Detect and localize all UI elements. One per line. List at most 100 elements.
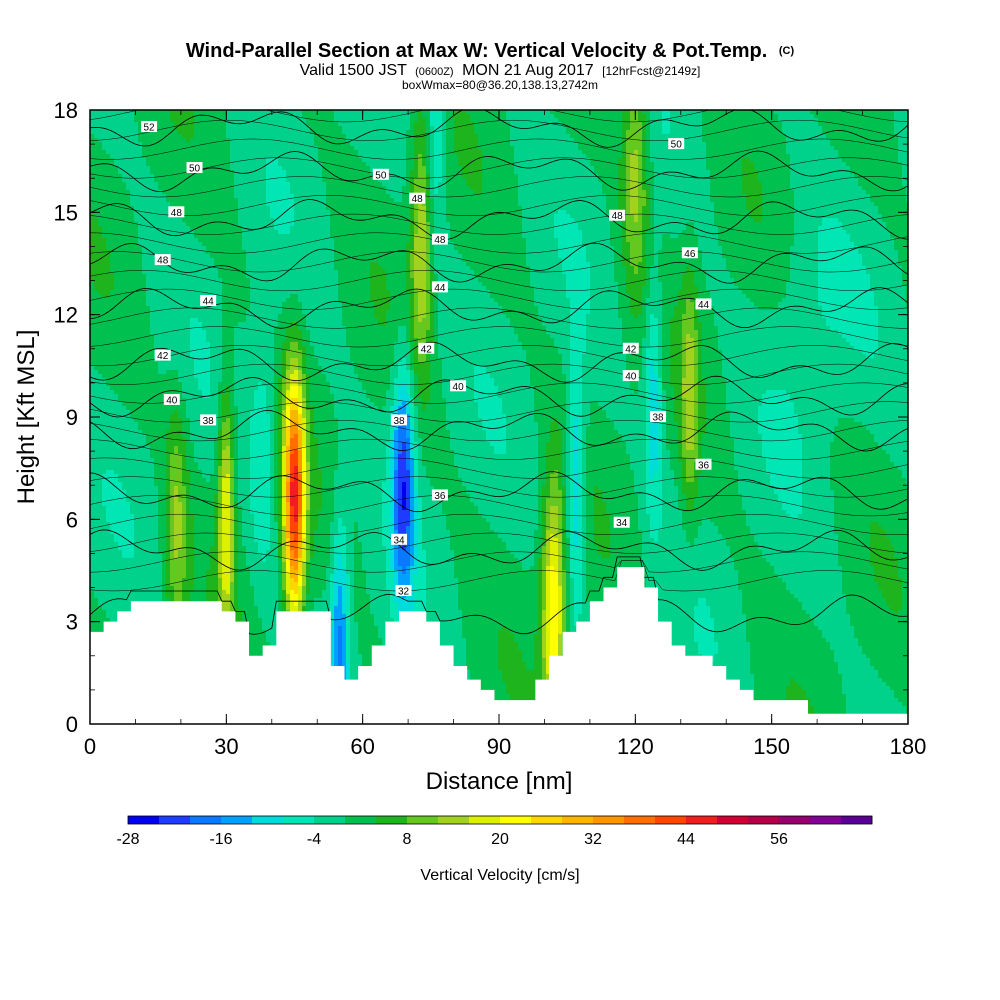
heatmap-cell — [102, 370, 107, 375]
heatmap-cell — [134, 150, 139, 155]
heatmap-cell — [206, 450, 211, 455]
heatmap-cell — [102, 230, 107, 235]
heatmap-cell — [150, 454, 155, 459]
heatmap-cell — [158, 370, 163, 375]
heatmap-cell — [94, 394, 99, 399]
heatmap-cell — [94, 170, 99, 175]
heatmap-cell — [210, 578, 215, 583]
heatmap-cell — [206, 170, 211, 175]
heatmap-cell — [110, 418, 115, 423]
heatmap-cell — [158, 522, 163, 527]
heatmap-cell — [186, 406, 191, 411]
heatmap-cell — [198, 186, 203, 191]
heatmap-cell — [142, 310, 147, 315]
heatmap-cell — [98, 130, 103, 135]
heatmap-cell — [166, 562, 171, 567]
heatmap-cell — [178, 162, 183, 167]
heatmap-cell — [110, 174, 115, 179]
heatmap-cell — [214, 306, 219, 311]
heatmap-cell — [154, 554, 159, 559]
heatmap-cell — [98, 230, 103, 235]
heatmap-cell — [190, 406, 195, 411]
heatmap-cell — [134, 526, 139, 531]
heatmap-cell — [114, 122, 119, 127]
heatmap-cell — [214, 178, 219, 183]
heatmap-cell — [186, 538, 191, 543]
heatmap-cell — [166, 162, 171, 167]
heatmap-cell — [138, 298, 143, 303]
heatmap-cell — [218, 294, 223, 299]
heatmap-cell — [162, 194, 167, 199]
heatmap-cell — [190, 206, 195, 211]
heatmap-cell — [150, 298, 155, 303]
heatmap-cell — [190, 286, 195, 291]
heatmap-cell — [174, 462, 179, 467]
heatmap-cell — [94, 494, 99, 499]
heatmap-cell — [150, 410, 155, 415]
heatmap-cell — [118, 226, 123, 231]
heatmap-cell — [202, 582, 207, 587]
heatmap-cell — [110, 394, 115, 399]
heatmap-cell — [122, 454, 127, 459]
heatmap-cell — [202, 566, 207, 571]
heatmap-cell — [118, 478, 123, 483]
heatmap-cell — [202, 386, 207, 391]
heatmap-cell — [206, 158, 211, 163]
heatmap-cell — [146, 346, 151, 351]
heatmap-cell — [194, 538, 199, 543]
heatmap-cell — [214, 134, 219, 139]
heatmap-cell — [122, 346, 127, 351]
heatmap-cell — [158, 194, 163, 199]
heatmap-cell — [138, 146, 143, 151]
heatmap-cell — [150, 566, 155, 571]
heatmap-cell — [94, 262, 99, 267]
heatmap-cell — [166, 446, 171, 451]
heatmap-cell — [146, 234, 151, 239]
heatmap-cell — [198, 146, 203, 151]
heatmap-cell — [194, 478, 199, 483]
heatmap-cell — [194, 354, 199, 359]
heatmap-cell — [126, 378, 131, 383]
heatmap-cell — [110, 166, 115, 171]
heatmap-cell — [166, 122, 171, 127]
heatmap-cell — [146, 394, 151, 399]
heatmap-cell — [138, 246, 143, 251]
heatmap-cell — [134, 166, 139, 171]
heatmap-cell — [130, 282, 135, 287]
heatmap-cell — [94, 438, 99, 443]
heatmap-cell — [146, 198, 151, 203]
heatmap-cell — [178, 250, 183, 255]
heatmap-cell — [94, 582, 99, 587]
heatmap-cell — [150, 586, 155, 591]
heatmap-cell — [102, 466, 107, 471]
heatmap-cell — [126, 390, 131, 395]
heatmap-cell — [138, 294, 143, 299]
heatmap-cell — [190, 446, 195, 451]
heatmap-cell — [170, 318, 175, 323]
heatmap-cell — [178, 446, 183, 451]
heatmap-cell — [174, 470, 179, 475]
heatmap-cell — [126, 606, 131, 611]
heatmap-cell — [106, 562, 111, 567]
heatmap-cell — [118, 362, 123, 367]
heatmap-cell — [182, 322, 187, 327]
heatmap-cell — [142, 314, 147, 319]
heatmap-cell — [194, 382, 199, 387]
heatmap-cell — [130, 246, 135, 251]
heatmap-cell — [134, 118, 139, 123]
heatmap-cell — [190, 566, 195, 571]
heatmap-cell — [206, 182, 211, 187]
heatmap-cell — [114, 338, 119, 343]
heatmap-cell — [178, 134, 183, 139]
heatmap-cell — [210, 150, 215, 155]
heatmap-cell — [210, 470, 215, 475]
heatmap-cell — [146, 330, 151, 335]
heatmap-cell — [178, 506, 183, 511]
heatmap-cell — [130, 302, 135, 307]
heatmap-cell — [166, 166, 171, 171]
heatmap-cell — [122, 410, 127, 415]
heatmap-cell — [174, 254, 179, 259]
heatmap-cell — [142, 326, 147, 331]
heatmap-cell — [158, 502, 163, 507]
heatmap-cell — [154, 486, 159, 491]
